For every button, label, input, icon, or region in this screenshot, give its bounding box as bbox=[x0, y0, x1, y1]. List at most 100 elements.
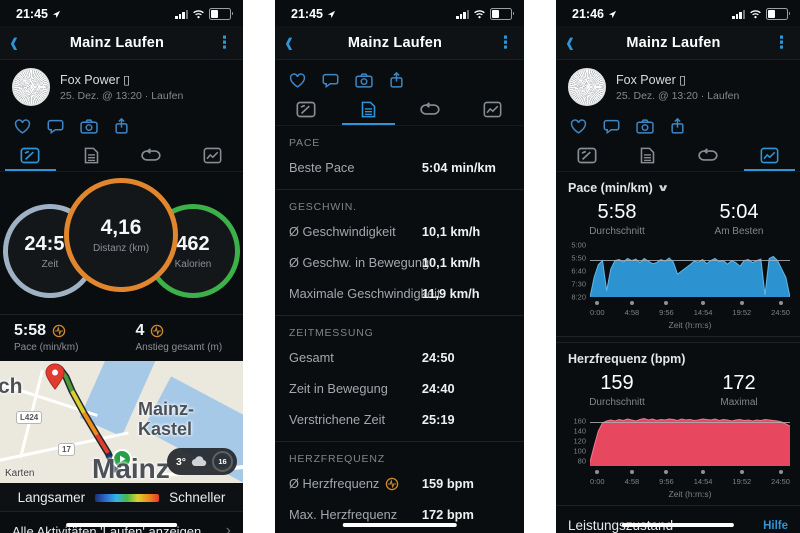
home-indicator[interactable] bbox=[65, 523, 178, 527]
summary-circle-distanz-km-[interactable]: 4,16 Distanz (km) bbox=[64, 178, 178, 292]
status-time: 21:46 bbox=[572, 7, 604, 21]
stat-row[interactable]: Ø Geschw. in Bewegung 10,1 km/h bbox=[275, 247, 524, 278]
overflow-menu-icon[interactable]: ⋮ bbox=[773, 32, 790, 52]
comment-icon[interactable] bbox=[322, 73, 339, 88]
like-heart-icon[interactable] bbox=[570, 118, 587, 134]
stat-row[interactable]: Beste Pace 5:04 min/km bbox=[275, 152, 524, 183]
pace-chart[interactable]: 5:00 5:50 6:40 7:30 8:20 0:00 4:58 9:56 14:54 19:… bbox=[556, 241, 800, 330]
lap-marker-dot bbox=[778, 470, 783, 474]
metric-pace-min-km-[interactable]: 5:58 Pace (min/km) bbox=[0, 315, 122, 361]
y-tick-label: 7:30 bbox=[571, 279, 586, 289]
tab-laps[interactable] bbox=[400, 95, 462, 125]
avatar[interactable] bbox=[12, 68, 50, 106]
overflow-menu-icon[interactable]: ⋮ bbox=[497, 32, 514, 52]
status-time: 21:45 bbox=[291, 7, 323, 21]
cloud-icon bbox=[191, 456, 207, 467]
stat-row[interactable]: Ø Herzfrequenz 159 bpm bbox=[275, 468, 524, 499]
weather-temp: 3° bbox=[175, 455, 186, 468]
page-title: Mainz Laufen bbox=[626, 34, 721, 51]
lap-marker-dot bbox=[739, 301, 744, 305]
x-tick: 0:00 bbox=[590, 470, 605, 486]
pace-chart-selector[interactable]: Pace (min/km) ∨ bbox=[556, 172, 800, 197]
back-chevron-icon[interactable]: ‹ bbox=[566, 24, 574, 60]
share-icon[interactable] bbox=[389, 72, 404, 88]
summary-circles: 24:50 Zeit 4,16 Distanz (km) 462 Kalorien bbox=[0, 178, 243, 306]
stat-label: Beste Pace bbox=[289, 160, 355, 175]
battery-icon bbox=[766, 8, 790, 20]
x-tick: 19:52 bbox=[732, 301, 751, 317]
metric-anstieg-gesamt-m-[interactable]: 4 Anstieg gesamt (m) bbox=[122, 315, 244, 361]
camera-icon[interactable] bbox=[80, 118, 98, 134]
page-title: Mainz Laufen bbox=[69, 34, 165, 51]
nav-bar: ‹ Mainz Laufen ⋮ bbox=[275, 26, 524, 60]
home-indicator[interactable] bbox=[342, 523, 457, 527]
lap-marker-dot bbox=[629, 470, 634, 474]
tab-overview[interactable] bbox=[556, 141, 617, 171]
tab-stats[interactable] bbox=[337, 95, 399, 125]
stat-value: 25:19 bbox=[421, 412, 455, 427]
stat-row[interactable]: Zeit in Bewegung 24:40 bbox=[275, 373, 524, 404]
y-tick-label: 5:50 bbox=[571, 253, 586, 263]
y-tick-label: 160 bbox=[573, 416, 586, 426]
tab-stats[interactable] bbox=[61, 141, 122, 171]
route-map[interactable]: ch Mainz-Kastel Mainz L424 17 Karten 3° … bbox=[0, 361, 243, 483]
stat-row[interactable]: Max. Herzfrequenz 172 bpm bbox=[275, 499, 524, 530]
help-link[interactable]: Hilfe bbox=[763, 519, 788, 532]
stat-row[interactable]: Maximale Geschwindigkeit 11,9 km/h bbox=[275, 278, 524, 309]
avatar[interactable] bbox=[568, 68, 606, 106]
section-header: HERZFREQUENZ bbox=[289, 453, 385, 465]
lap-marker-dot bbox=[664, 470, 669, 474]
back-chevron-icon[interactable]: ‹ bbox=[10, 24, 18, 60]
chart-plot-area[interactable]: 160 140 120 100 80 bbox=[573, 416, 790, 466]
location-arrow-icon bbox=[608, 10, 617, 18]
athlete-name: Fox Power ▯ bbox=[616, 73, 687, 87]
pace-best-label: Am Besten bbox=[714, 226, 764, 237]
tab-stats[interactable] bbox=[617, 141, 678, 171]
camera-icon[interactable] bbox=[355, 72, 373, 88]
home-indicator[interactable] bbox=[621, 523, 735, 527]
x-tick-label: 24:50 bbox=[771, 308, 790, 317]
hr-chart[interactable]: 160 140 120 100 80 0:00 4:58 9:56 14:54 19:52 24:5… bbox=[556, 416, 800, 499]
pace-avg-label: Durchschnitt bbox=[589, 226, 645, 237]
circle-value: 462 bbox=[176, 232, 210, 255]
link-all-activities[interactable]: Alle Aktivitäten 'Laufen' anzeigen › bbox=[0, 511, 243, 533]
circle-label: Zeit bbox=[41, 258, 59, 270]
tab-laps[interactable] bbox=[122, 141, 183, 171]
cellular-signal-icon bbox=[175, 9, 188, 19]
stat-row[interactable]: Gesamt 24:50 bbox=[275, 342, 524, 373]
page-title: Mainz Laufen bbox=[347, 34, 443, 51]
tab-charts[interactable] bbox=[182, 141, 243, 171]
y-tick-label: 120 bbox=[573, 436, 586, 446]
stat-label: Ø Geschw. in Bewegung bbox=[289, 255, 430, 270]
camera-icon[interactable] bbox=[636, 118, 654, 134]
stat-label: Maximale Geschwindigkeit bbox=[289, 286, 441, 301]
x-tick-label: 0:00 bbox=[590, 477, 605, 486]
nav-bar: ‹ Mainz Laufen ⋮ bbox=[556, 26, 800, 60]
overflow-menu-icon[interactable]: ⋮ bbox=[216, 32, 233, 52]
tab-laps[interactable] bbox=[678, 141, 739, 171]
tab-overview[interactable] bbox=[275, 95, 337, 125]
share-icon[interactable] bbox=[114, 118, 129, 134]
social-actions bbox=[275, 60, 524, 95]
tab-overview[interactable] bbox=[0, 141, 61, 171]
weather-pill[interactable]: 3° 16 bbox=[166, 448, 237, 475]
back-chevron-icon[interactable]: ‹ bbox=[285, 24, 293, 60]
road-shield: L424 bbox=[16, 411, 43, 424]
stat-row[interactable]: Ø Geschwindigkeit 10,1 km/h bbox=[275, 216, 524, 247]
like-heart-icon[interactable] bbox=[289, 72, 306, 88]
performance-condition-row[interactable]: Leistungszustand Hilfe bbox=[556, 505, 800, 533]
hr-chart-stats: 159 Durchschnitt 172 Maximal bbox=[556, 368, 800, 414]
comment-icon[interactable] bbox=[603, 119, 620, 134]
tab-charts[interactable] bbox=[739, 141, 800, 171]
stat-row[interactable]: Verstrichene Zeit 25:19 bbox=[275, 404, 524, 435]
tab-bar bbox=[556, 141, 800, 172]
comment-icon[interactable] bbox=[47, 119, 64, 134]
tab-bar bbox=[275, 95, 524, 126]
tab-charts[interactable] bbox=[462, 95, 524, 125]
like-heart-icon[interactable] bbox=[14, 118, 31, 134]
hr-avg-value: 159 bbox=[600, 372, 634, 394]
share-icon[interactable] bbox=[670, 118, 685, 134]
chart-plot-area[interactable]: 5:00 5:50 6:40 7:30 8:20 bbox=[571, 241, 790, 302]
location-arrow-icon bbox=[327, 10, 336, 18]
pace-avg-value: 5:58 bbox=[597, 201, 637, 223]
